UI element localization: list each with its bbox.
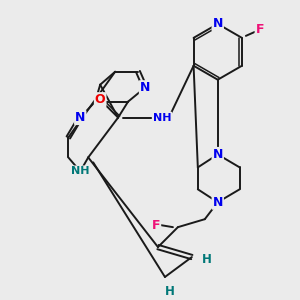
- Text: N: N: [75, 111, 86, 124]
- Text: F: F: [152, 219, 160, 232]
- Text: N: N: [140, 81, 150, 94]
- Text: N: N: [213, 17, 223, 30]
- Text: N: N: [213, 148, 223, 161]
- Text: NH: NH: [153, 112, 171, 123]
- Text: O: O: [95, 93, 106, 106]
- Text: H: H: [165, 285, 175, 298]
- Text: N: N: [213, 196, 223, 209]
- Text: H: H: [202, 253, 212, 266]
- Text: F: F: [256, 23, 264, 36]
- Text: NH: NH: [71, 167, 89, 176]
